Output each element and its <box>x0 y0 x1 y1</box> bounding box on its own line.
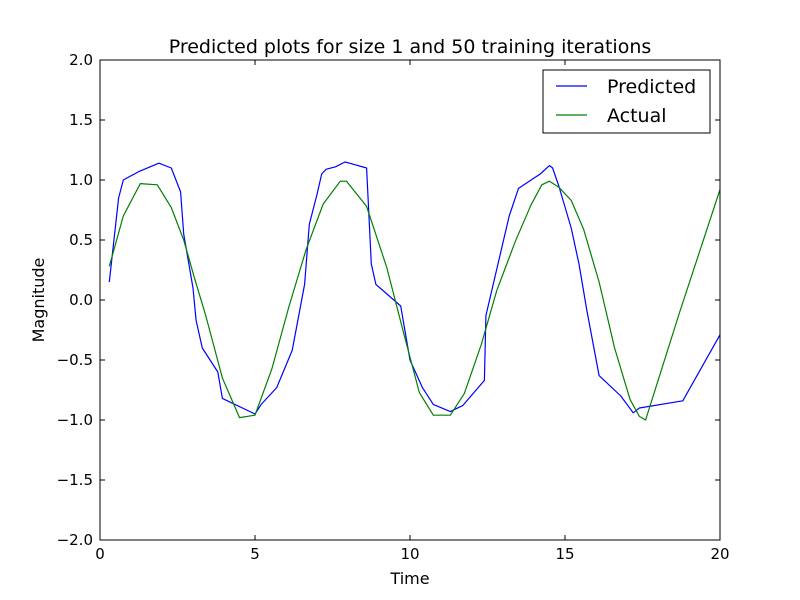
y-tick-label: 0.0 <box>69 291 93 309</box>
legend-box <box>542 69 711 134</box>
x-tick-label: 0 <box>95 545 105 563</box>
x-tick-label: 20 <box>710 545 729 563</box>
y-tick-label: 2.0 <box>69 51 93 69</box>
y-axis-label: Magnitude <box>29 258 48 343</box>
x-tick-label: 10 <box>400 545 419 563</box>
y-tick-label: 0.5 <box>69 231 93 249</box>
series-line-predicted <box>108 161 721 415</box>
chart-title: Predicted plots for size 1 and 50 traini… <box>169 36 652 58</box>
legend: Predicted Actual <box>542 69 711 134</box>
legend-label-actual: Actual <box>607 105 667 127</box>
x-tick-label: 5 <box>250 545 260 563</box>
y-tick-label: −0.5 <box>57 351 93 369</box>
y-tick-label: −1.5 <box>57 471 93 489</box>
y-tick-label: 1.0 <box>69 171 93 189</box>
y-tick-label: −1.0 <box>57 411 93 429</box>
plot-area: 0 5 10 15 20 2.0 1.5 1.0 0.5 0.0 −0.5 −1.0 −1.5 −2.0 <box>57 51 730 563</box>
y-tick-label: −2.0 <box>57 531 93 549</box>
series-line-actual <box>108 180 721 421</box>
y-tick-label: 1.5 <box>69 111 93 129</box>
x-axis-label: Time <box>389 569 429 588</box>
x-tick-label: 15 <box>555 545 574 563</box>
legend-label-predicted: Predicted <box>607 76 696 98</box>
